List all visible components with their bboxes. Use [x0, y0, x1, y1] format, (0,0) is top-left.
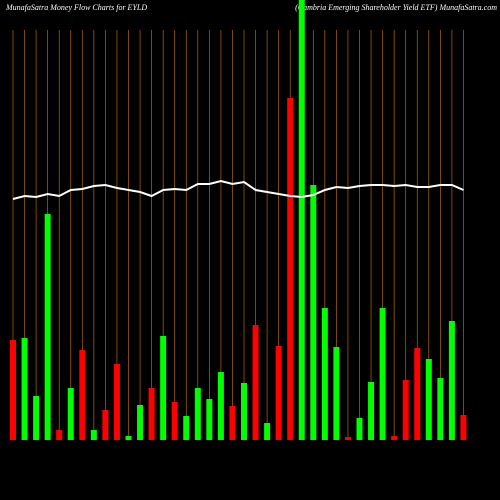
chart-title: MunafaSatra Money Flow Charts for EYLD	[5, 3, 147, 12]
bar	[67, 388, 74, 440]
bar	[437, 378, 444, 440]
bar	[10, 340, 16, 440]
bar	[275, 346, 282, 440]
bar	[160, 336, 167, 440]
bar	[183, 416, 190, 440]
bar	[333, 347, 340, 440]
bar	[148, 388, 155, 440]
bar	[21, 338, 28, 440]
bar	[33, 396, 40, 440]
bar	[321, 308, 328, 440]
bar	[206, 399, 213, 440]
bar	[171, 402, 178, 440]
bar	[113, 364, 120, 440]
bar	[264, 423, 271, 440]
bar	[298, 0, 305, 440]
bar	[310, 185, 317, 440]
bar	[229, 406, 236, 440]
bar	[379, 308, 386, 440]
bar	[391, 436, 398, 440]
bar	[137, 405, 144, 440]
bar	[56, 430, 63, 440]
bar	[402, 380, 409, 440]
chart-subtitle: (Cambria Emerging Shareholder Yield ETF)…	[295, 3, 497, 12]
bar	[344, 437, 351, 440]
bar	[368, 382, 375, 440]
bar	[356, 418, 363, 440]
bar	[448, 321, 455, 440]
bar	[460, 415, 467, 440]
bar	[425, 359, 432, 440]
money-flow-line	[12, 179, 464, 200]
bar	[414, 348, 421, 440]
bar	[102, 410, 109, 440]
bar	[217, 372, 224, 440]
bar	[194, 388, 201, 440]
bar	[44, 214, 51, 440]
bar	[125, 436, 132, 440]
bar	[79, 350, 86, 440]
bar	[252, 325, 259, 440]
bar	[90, 430, 97, 440]
bar	[241, 383, 247, 440]
bar	[287, 98, 294, 440]
